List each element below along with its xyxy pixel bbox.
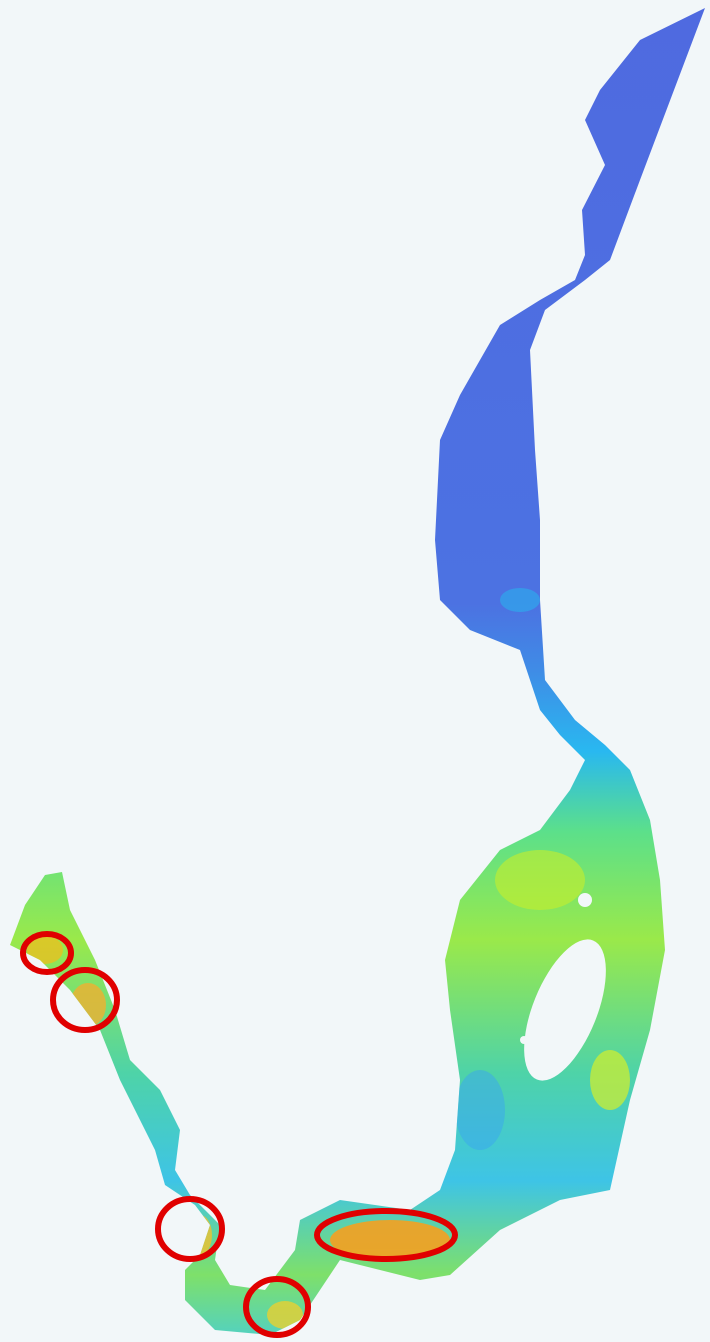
- cool-zone: [500, 588, 540, 612]
- hotspot: [267, 1301, 303, 1329]
- cool-zone: [455, 1070, 505, 1150]
- terrain-body: [10, 8, 705, 1335]
- hotspot: [590, 1050, 630, 1110]
- terrain: [10, 8, 705, 1335]
- hotspot: [188, 1215, 212, 1255]
- highlight-circle: [243, 1276, 311, 1338]
- hotspot: [70, 983, 106, 1027]
- highlight-circle: [314, 1208, 458, 1262]
- hotspot: [27, 936, 63, 964]
- hotspot: [495, 850, 585, 910]
- highlight-circle: [20, 931, 74, 975]
- highlight-circle: [50, 967, 120, 1033]
- hotspot: [330, 1220, 450, 1260]
- highlight-circles: [20, 931, 458, 1338]
- highlight-circle: [155, 1196, 225, 1262]
